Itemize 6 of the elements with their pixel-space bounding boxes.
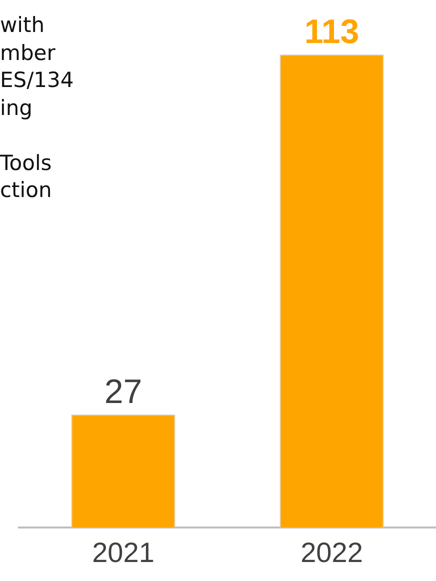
annotation: Tools ction [0, 150, 53, 204]
x-tick-label: 2022 [300, 536, 363, 568]
data-label: 113 [304, 12, 360, 51]
data-label: 27 [104, 372, 142, 411]
x-tick-label: 2021 [92, 536, 154, 568]
annotation: with mber ES/134 ing [0, 12, 74, 122]
